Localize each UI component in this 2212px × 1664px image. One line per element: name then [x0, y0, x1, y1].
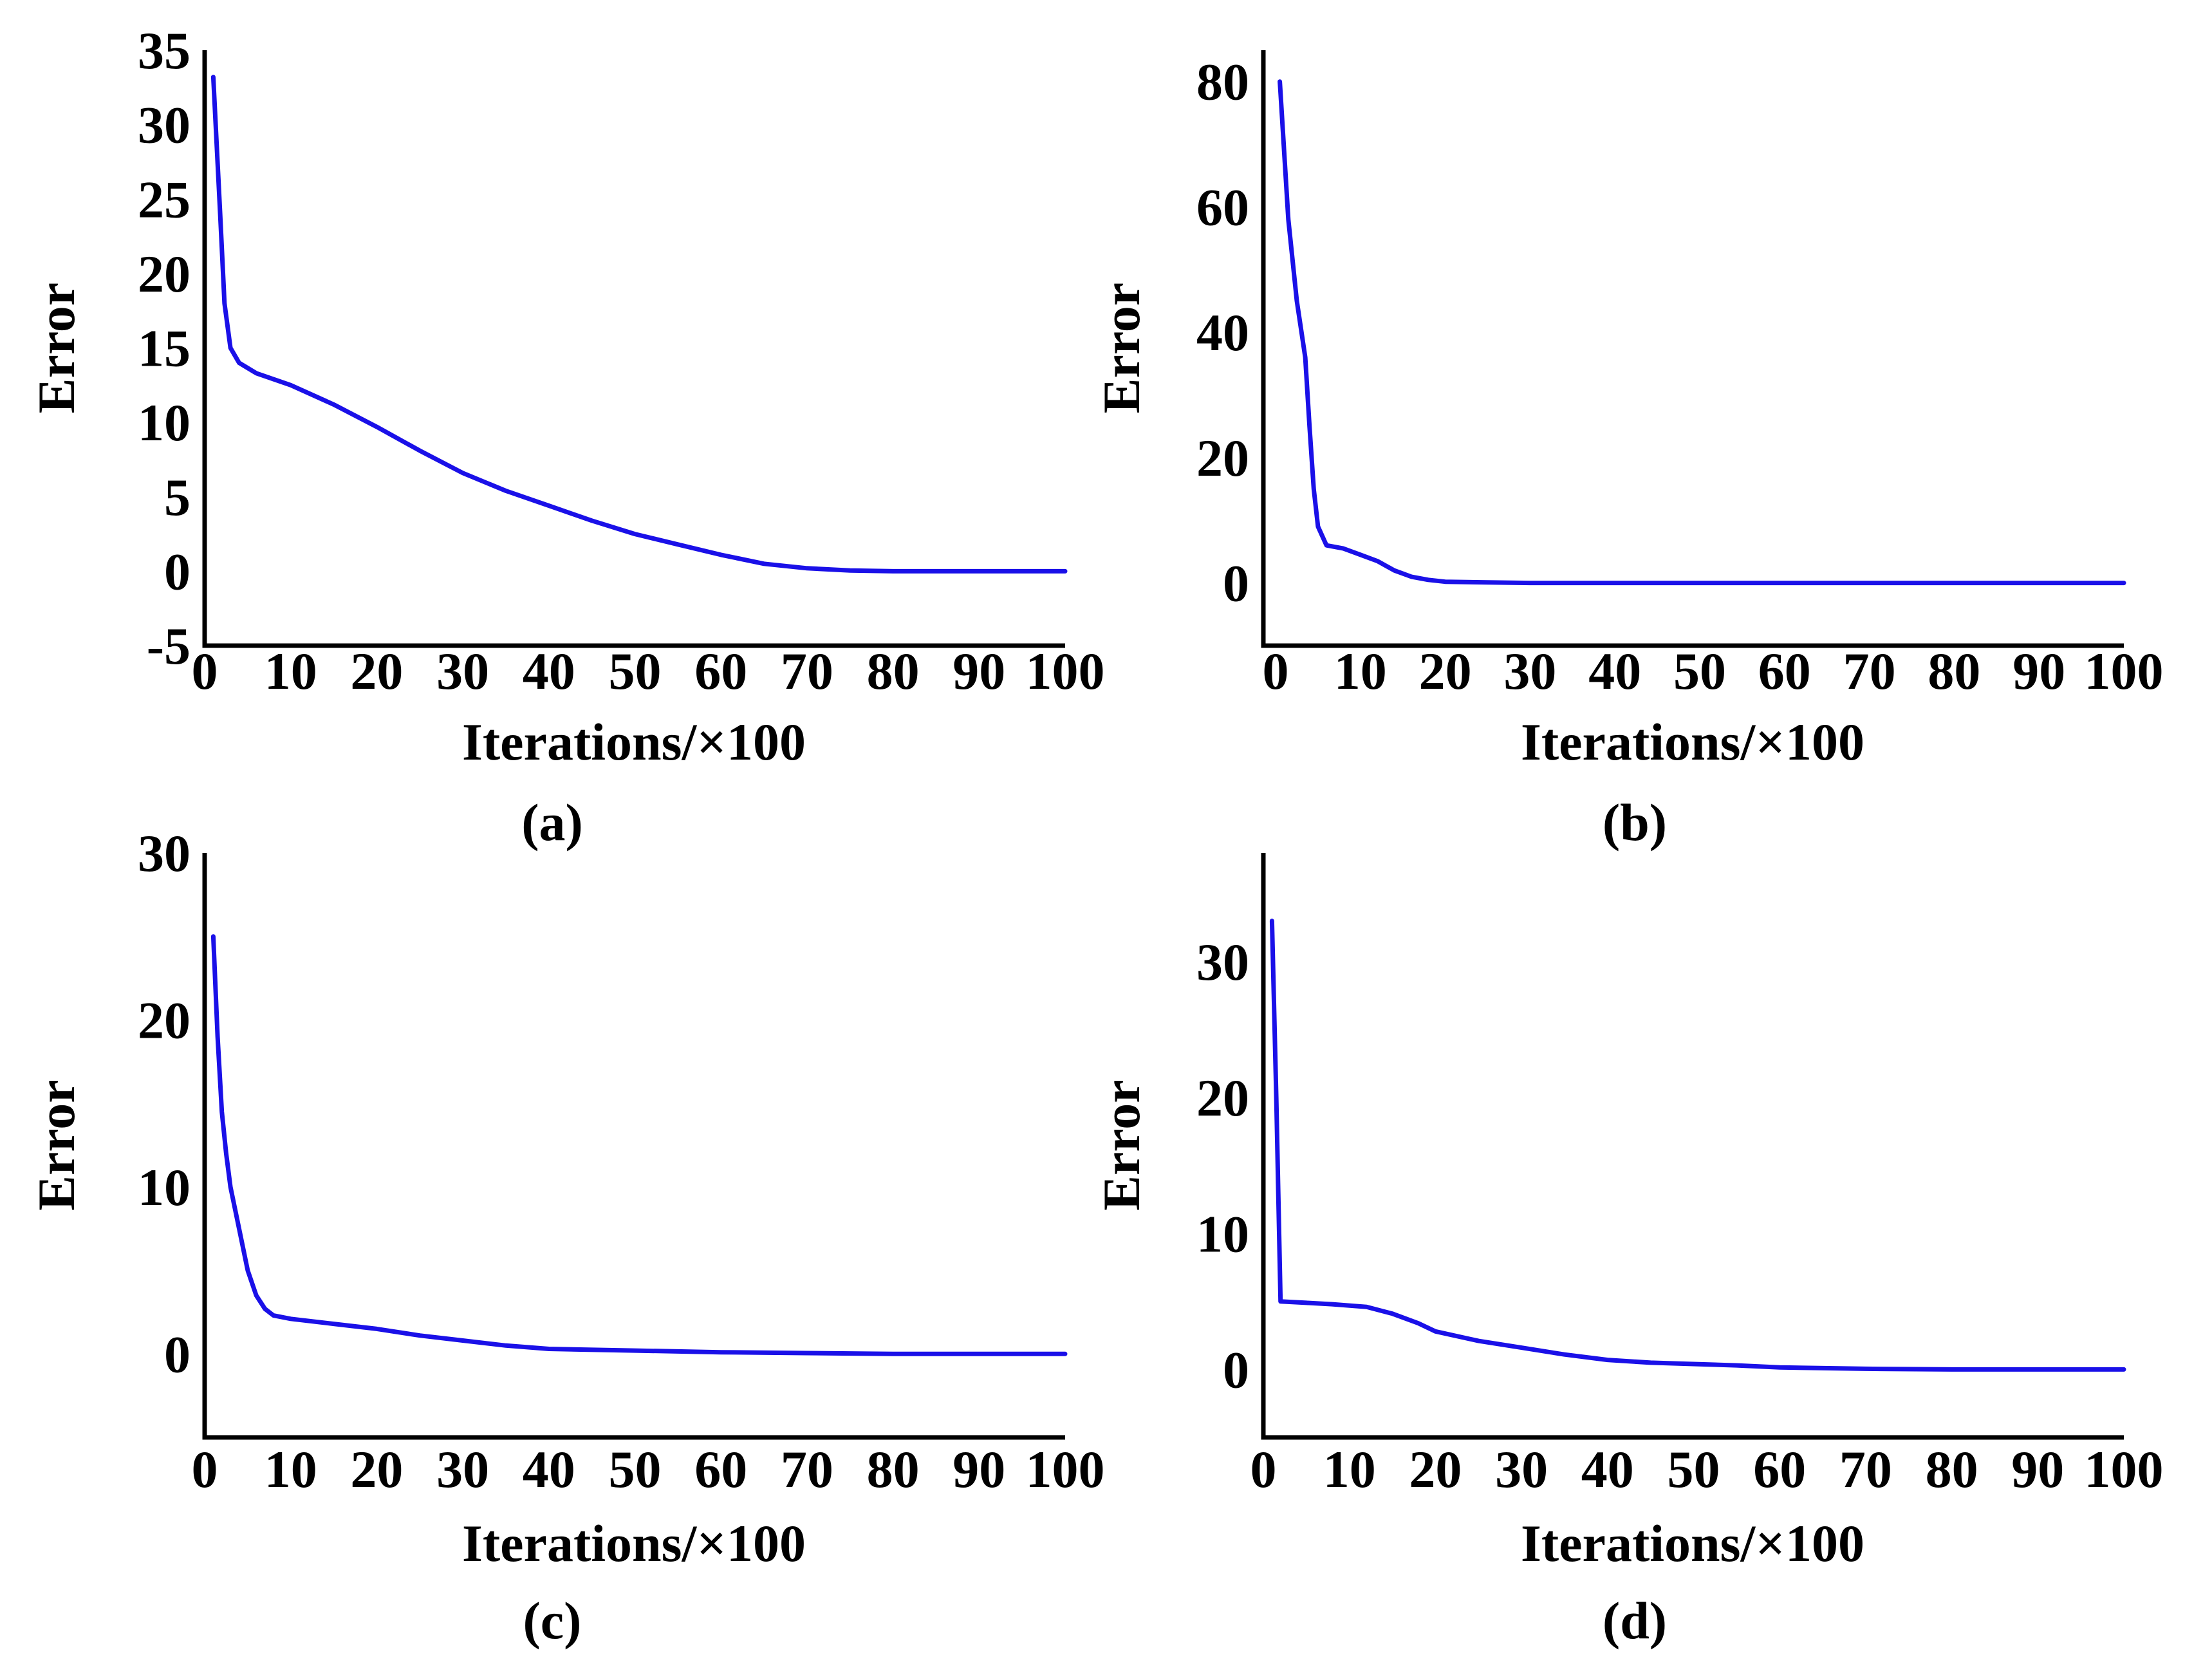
panel-label: (b)	[1603, 793, 1667, 852]
y-tick-label: 25	[138, 170, 191, 229]
y-tick-label: 0	[1223, 1340, 1249, 1399]
x-tick-label: 80	[867, 1440, 920, 1499]
error-series-line	[1269, 919, 2126, 1372]
x-tick-label: 70	[781, 642, 833, 700]
x-tick-label: 80	[1926, 1440, 1978, 1499]
x-tick-label: 80	[1928, 642, 1980, 700]
x-axis-title: Iterations/×100	[1521, 1514, 1864, 1573]
y-tick-label: 20	[138, 991, 191, 1049]
x-tick-label: 90	[953, 1440, 1005, 1499]
y-tick-label: -5	[147, 617, 191, 675]
x-tick-label: 30	[436, 1440, 489, 1499]
x-tick-label: 30	[1503, 642, 1556, 700]
y-axis-title: Error	[1092, 1080, 1151, 1210]
y-tick-label: 30	[138, 96, 191, 154]
error-series-line	[210, 75, 1068, 574]
y-tick-label: 0	[164, 542, 191, 601]
x-tick-label: 60	[694, 642, 747, 700]
x-tick-label: 90	[2012, 642, 2065, 700]
axes-frame	[202, 853, 1065, 1440]
x-tick-label: 10	[265, 1440, 317, 1499]
y-tick-label: 20	[1196, 1069, 1249, 1127]
x-tick-label: 60	[694, 1440, 747, 1499]
y-tick-label: 80	[1196, 53, 1249, 111]
y-tick-label: 0	[1223, 554, 1249, 613]
x-tick-label: 20	[1419, 642, 1472, 700]
y-axis-title: Error	[27, 283, 86, 413]
x-tick-label: 100	[1026, 1440, 1105, 1499]
y-tick-label: 40	[1196, 303, 1249, 362]
y-tick-label: 10	[1196, 1204, 1249, 1263]
x-tick-label: 90	[953, 642, 1005, 700]
x-tick-label: 60	[1758, 642, 1811, 700]
x-tick-label: 10	[265, 642, 317, 700]
y-tick-label: 15	[138, 319, 191, 378]
panel-label: (d)	[1603, 1591, 1667, 1650]
error-series-line	[1278, 79, 2126, 586]
x-tick-label: 0	[192, 1440, 218, 1499]
x-tick-label: 40	[1588, 642, 1641, 700]
axes-frame	[202, 50, 1065, 648]
x-tick-label: 40	[1581, 1440, 1634, 1499]
x-tick-label: 90	[2011, 1440, 2064, 1499]
x-tick-label: 70	[1839, 1440, 1892, 1499]
x-tick-label: 10	[1334, 642, 1387, 700]
x-tick-label: 40	[523, 642, 575, 700]
y-axis-title: Error	[1092, 283, 1151, 413]
y-tick-label: 35	[138, 21, 191, 80]
x-tick-label: 70	[781, 1440, 833, 1499]
x-tick-label: 30	[436, 642, 489, 700]
x-tick-label: 70	[1843, 642, 1896, 700]
y-tick-label: 10	[138, 1158, 191, 1217]
x-tick-label: 20	[1409, 1440, 1462, 1499]
y-tick-label: 60	[1196, 178, 1249, 236]
y-tick-label: 20	[1196, 429, 1249, 487]
panel-b: 80 60 40 20 00 10 20 30 40 50 60 70 80 90 100 Iteration…	[1092, 50, 2164, 852]
x-tick-label: 20	[350, 1440, 403, 1499]
x-tick-label: 100	[1026, 642, 1105, 700]
x-tick-label: 50	[609, 642, 662, 700]
y-tick-label: 30	[138, 824, 191, 883]
x-tick-label: 100	[2085, 1440, 2164, 1499]
x-axis-title: Iterations/×100	[462, 1514, 806, 1573]
x-tick-label: 50	[1673, 642, 1726, 700]
x-tick-label: 80	[867, 642, 920, 700]
x-tick-label: 10	[1323, 1440, 1376, 1499]
x-tick-label: 100	[2085, 642, 2164, 700]
error-series-line	[210, 934, 1068, 1356]
panel-label: (c)	[523, 1591, 581, 1650]
y-tick-label: 30	[1196, 933, 1249, 991]
y-tick-label: 10	[138, 393, 191, 452]
x-tick-label: 50	[1668, 1440, 1720, 1499]
x-axis-title: Iterations/×100	[462, 713, 806, 771]
x-tick-label: 0	[192, 642, 218, 700]
x-tick-label: 20	[350, 642, 403, 700]
x-axis-title: Iterations/×100	[1521, 713, 1864, 771]
y-tick-label: 0	[164, 1325, 191, 1383]
x-tick-label: 50	[609, 1440, 662, 1499]
x-tick-label: 0	[1250, 1440, 1277, 1499]
panel-label: (a)	[521, 793, 583, 852]
x-tick-label: 60	[1753, 1440, 1806, 1499]
x-tick-label: 40	[523, 1440, 575, 1499]
x-tick-label: 30	[1495, 1440, 1548, 1499]
y-tick-label: 5	[164, 468, 191, 527]
y-tick-label: 20	[138, 245, 191, 303]
y-axis-title: Error	[27, 1080, 86, 1210]
axes-frame	[1261, 50, 2124, 648]
axes-frame	[1261, 853, 2124, 1440]
x-tick-label: 0	[1263, 642, 1289, 700]
